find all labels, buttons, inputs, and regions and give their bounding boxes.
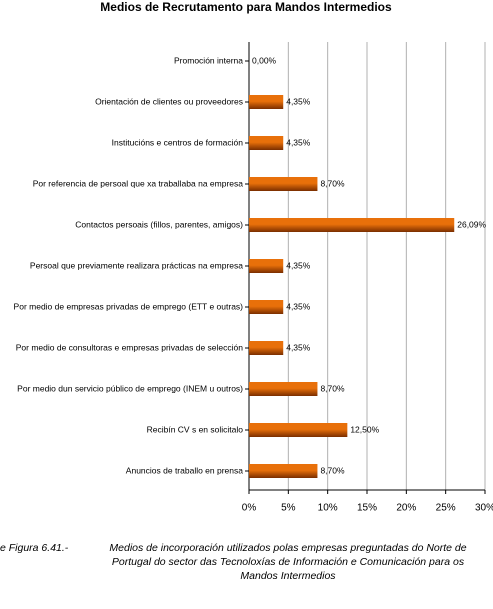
bar: [249, 95, 284, 109]
y-tick-label: Por medio de empresas privadas de empreg…: [14, 301, 244, 311]
chart-title: Medios de Recrutamento para Mandos Inter…: [100, 0, 392, 14]
x-tick-label: 15%: [357, 503, 377, 514]
y-tick-label: Contactos persoais (fillos, parentes, am…: [75, 219, 243, 229]
x-tick-label: 10%: [318, 503, 338, 514]
y-tick-label: Por medio de consultoras e empresas priv…: [16, 342, 244, 352]
value-label: 4,35%: [286, 342, 311, 352]
bar: [249, 218, 455, 232]
bar: [249, 300, 284, 314]
value-label: 4,35%: [286, 301, 311, 311]
caption-line: Mandos Intermedios: [240, 570, 336, 582]
y-tick-label: Institucións e centros de formación: [112, 137, 244, 147]
value-label: 4,35%: [286, 96, 311, 106]
value-label: 26,09%: [457, 219, 486, 229]
y-tick-label: Promoción interna: [174, 55, 243, 65]
value-label: 8,70%: [320, 383, 345, 393]
bar: [249, 177, 318, 191]
bar: [249, 382, 318, 396]
bar: [249, 341, 284, 355]
caption-line: Medios de incorporación utilizados polas…: [109, 542, 466, 554]
y-tick-label: Por medio dun servicio público de empreg…: [17, 383, 243, 393]
value-label: 8,70%: [320, 465, 345, 475]
caption-line: Portugal do sector das Tecnoloxías de In…: [112, 556, 465, 568]
value-label: 0,00%: [252, 55, 277, 65]
x-tick-label: 20%: [396, 503, 416, 514]
bar: [249, 136, 284, 150]
x-tick-label: 5%: [281, 503, 296, 514]
x-tick-label: 25%: [436, 503, 456, 514]
bar: [249, 464, 318, 478]
y-tick-label: Recibín CV s en solicitalo: [147, 424, 244, 434]
y-tick-label: Por referencia de persoal que xa traball…: [33, 178, 244, 188]
value-label: 8,70%: [320, 178, 345, 188]
x-tick-label: 0%: [242, 503, 257, 514]
value-label: 12,50%: [350, 424, 379, 434]
bar: [249, 423, 348, 437]
caption-label: e Figura 6.41.-: [0, 542, 69, 554]
y-tick-label: Anuncios de traballo en prensa: [126, 465, 243, 475]
value-label: 4,35%: [286, 260, 311, 270]
y-tick-label: Orientación de clientes ou proveedores: [95, 96, 243, 106]
bar: [249, 259, 284, 273]
y-tick-label: Persoal que previamente realizara prácti…: [30, 260, 243, 270]
value-label: 4,35%: [286, 137, 311, 147]
x-tick-label: 30%: [475, 503, 493, 514]
